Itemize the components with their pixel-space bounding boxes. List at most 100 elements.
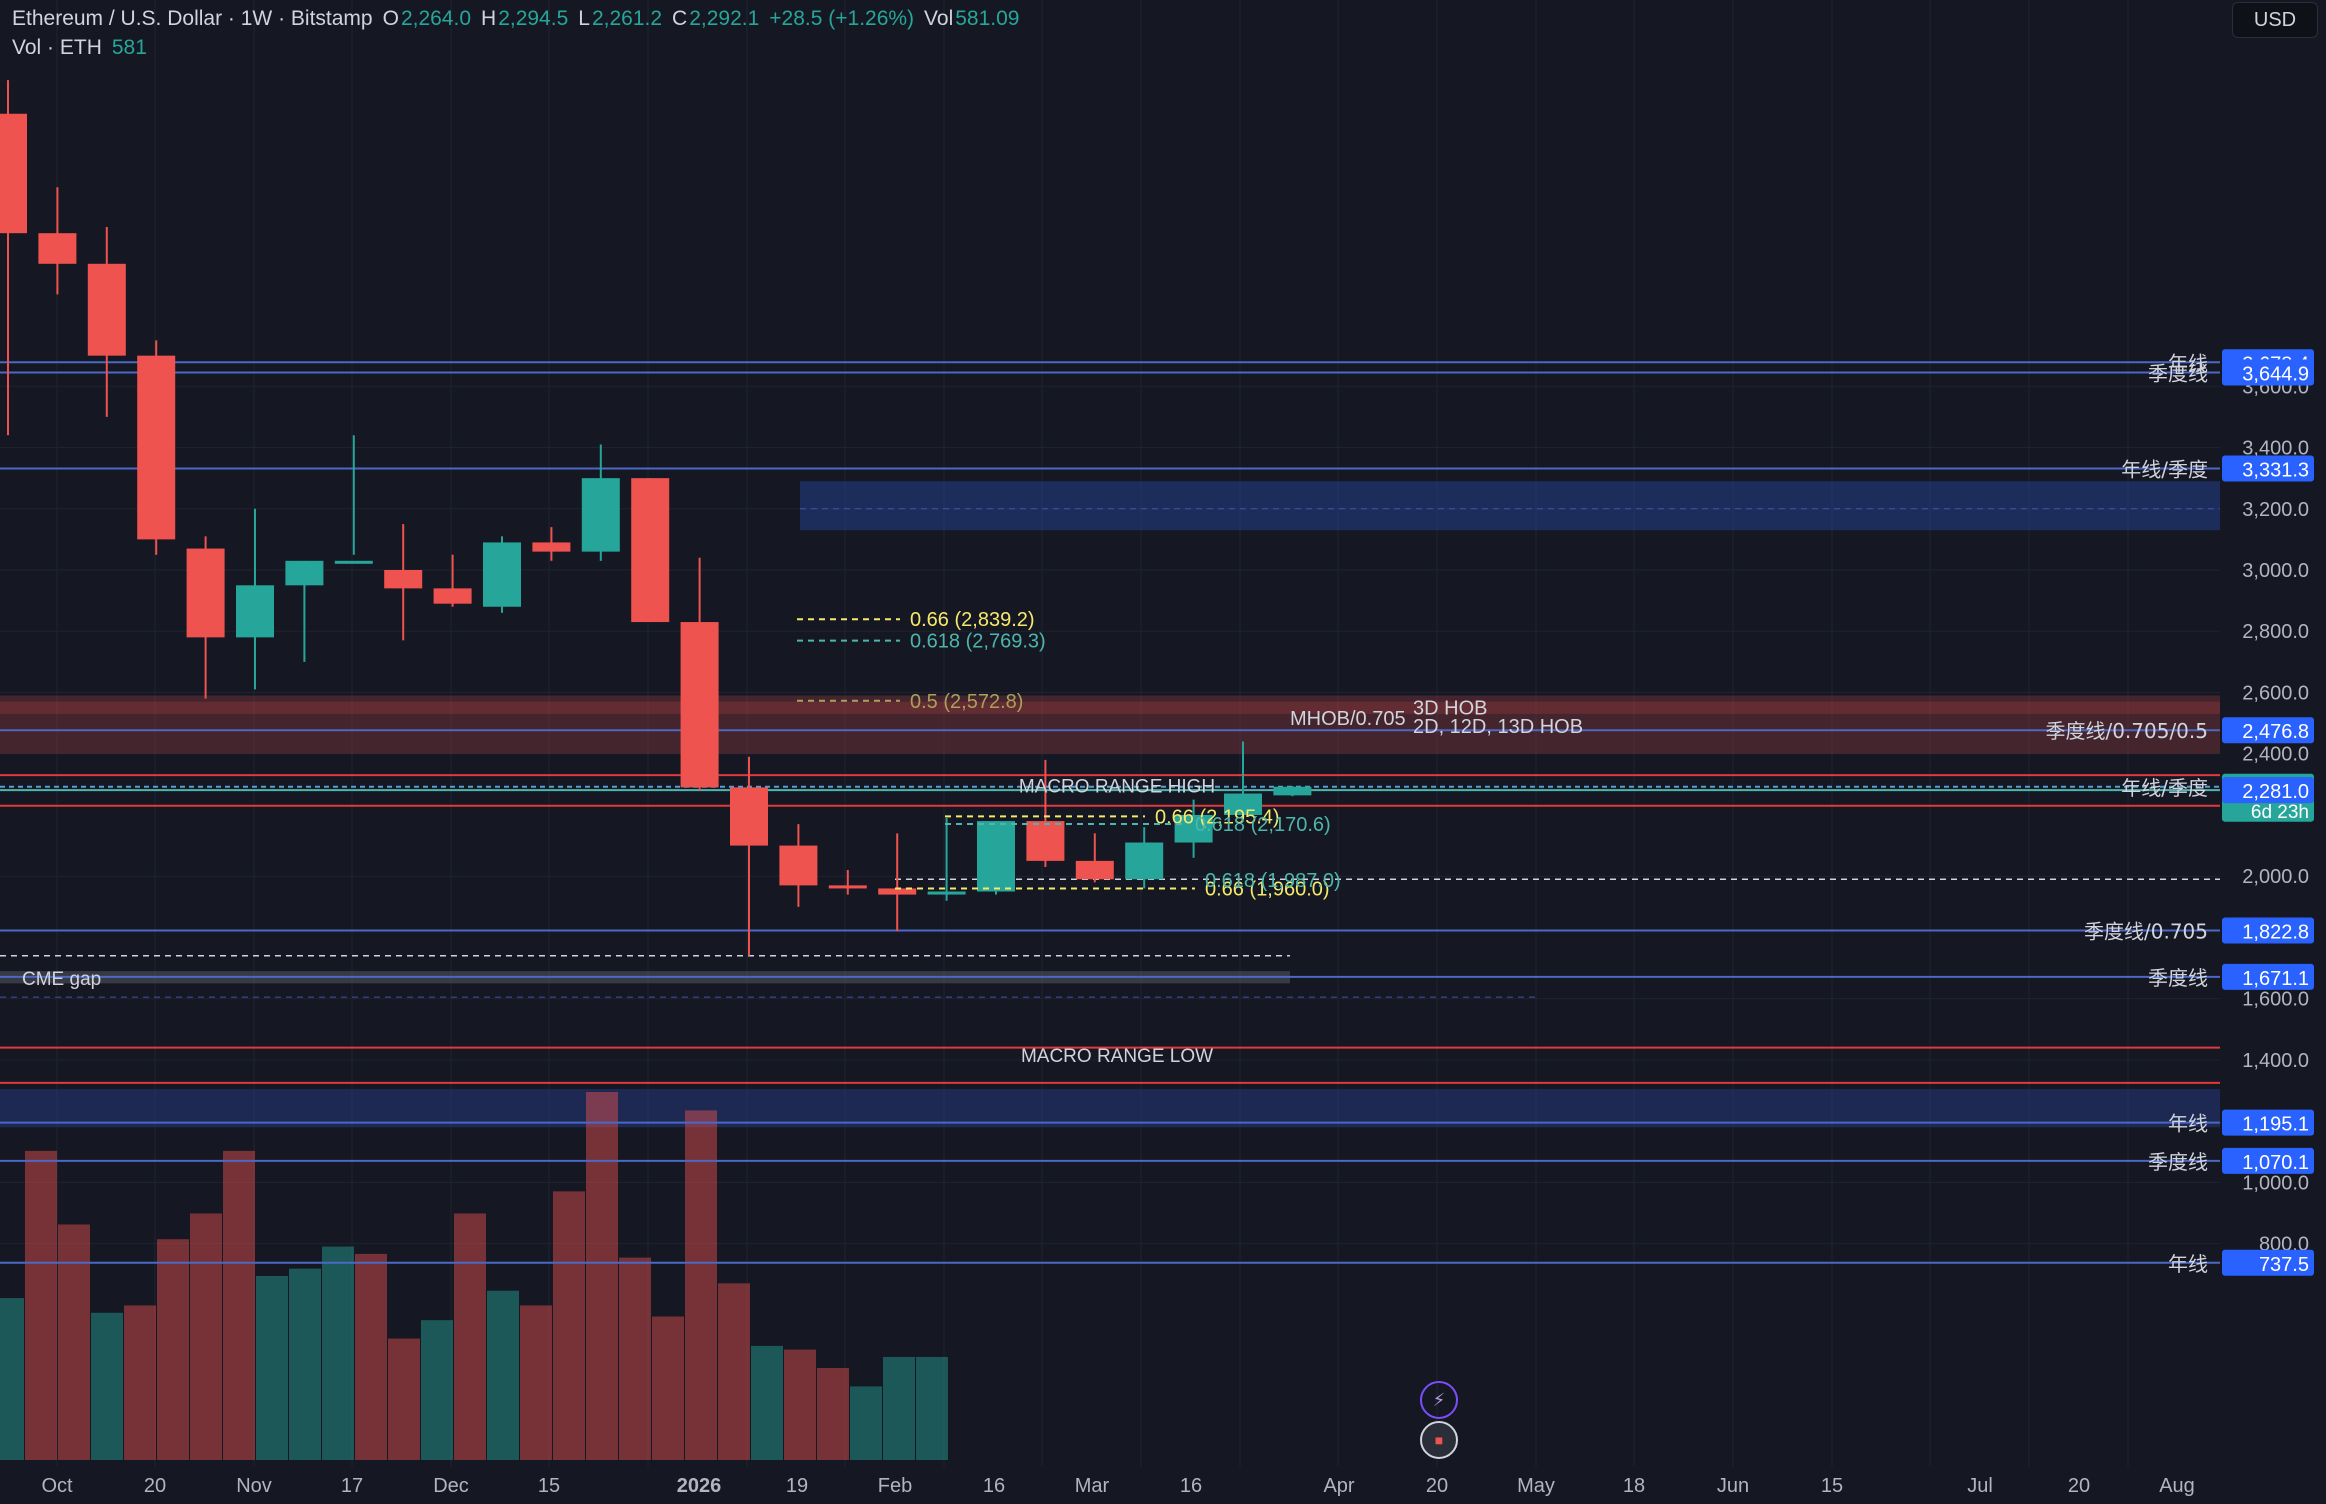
time-label-7: 19	[786, 1475, 808, 1497]
level-label-9: 季度线	[2148, 1150, 2208, 1174]
fib-066-b-label: 0.66 (2,195.4)	[1155, 806, 1280, 828]
chart-legend: Ethereum / U.S. Dollar · 1W · Bitstamp O…	[12, 4, 1019, 62]
time-label-20: Aug	[2159, 1475, 2195, 1497]
price-tag-bg-7	[2222, 963, 2314, 990]
volume-bar-19	[619, 1257, 651, 1460]
time-label-11: 16	[1180, 1475, 1202, 1497]
level-label-1: 季度线	[2148, 362, 2208, 386]
price-tag-bg-10	[2222, 1249, 2314, 1276]
cme-gap-label: CME gap	[22, 969, 101, 990]
time-label-18: Jul	[1967, 1475, 1993, 1497]
candle-body-5	[236, 585, 274, 638]
volume-bar-24	[784, 1349, 816, 1460]
time-label-16: Jun	[1717, 1475, 1749, 1497]
fib-05-a-label: 0.5 (2,572.8)	[910, 691, 1023, 713]
level-label-0: 年线	[2168, 351, 2208, 375]
level-label-3: 季度线/0.705/0.5	[2045, 719, 2208, 743]
lightning-icon[interactable]: ⚡	[1420, 1381, 1458, 1419]
candle-body-23	[1125, 842, 1164, 880]
time-label-1: 20	[144, 1475, 166, 1497]
low-value: 2,261.2	[591, 7, 663, 30]
price-tag-7: 1,671.1	[2242, 968, 2309, 990]
candles-layer	[0, 80, 1312, 956]
candle-body-19	[927, 891, 966, 895]
level-label-2: 年线/季度	[2121, 458, 2208, 482]
hob2d-label: 2D, 12D, 13D HOB	[1413, 716, 1583, 738]
candle-body-26	[1273, 786, 1312, 796]
price-tick-4: 2,800.0	[2242, 621, 2309, 643]
currency-button[interactable]: USD	[2232, 2, 2318, 38]
price-tag-1: 3,644.9	[2242, 364, 2309, 386]
price-tag-2: 3,331.3	[2242, 460, 2309, 482]
volume-title[interactable]: Vol · ETH	[12, 36, 102, 59]
volume-bar-13	[421, 1320, 453, 1460]
price-tick-2: 3,200.0	[2242, 499, 2309, 521]
volume-bar-12	[388, 1338, 420, 1460]
volume-value: 581	[111, 36, 147, 59]
time-label-9: 16	[983, 1475, 1005, 1497]
candle-body-17	[828, 885, 867, 889]
time-label-14: May	[1517, 1475, 1555, 1497]
candle-body-22	[1075, 860, 1114, 880]
time-label-0: Oct	[41, 1475, 73, 1497]
volume-bar-28	[916, 1356, 948, 1460]
time-label-12: Apr	[1323, 1475, 1354, 1497]
price-tag-3: 2,476.8	[2242, 721, 2309, 743]
volume-bar-20	[652, 1316, 684, 1460]
candle-body-16	[779, 845, 818, 886]
time-label-6: 2026	[677, 1475, 722, 1497]
volume-bar-11	[355, 1253, 387, 1460]
candle-body-21	[1026, 821, 1065, 861]
hob-zone-inner	[0, 701, 2220, 714]
price-tag-bg-6	[2222, 917, 2314, 944]
price-tag-bg-2	[2222, 455, 2314, 482]
price-tick-3: 3,000.0	[2242, 560, 2309, 582]
open-label: O	[382, 7, 399, 30]
volume-bar-4	[124, 1305, 156, 1460]
fib-0618-b-label: 0.618 (2,170.6)	[1195, 814, 1331, 836]
candle-body-1	[38, 233, 77, 264]
volume-bar-6	[190, 1213, 222, 1460]
volume-bars	[0, 1092, 948, 1460]
ohlc-row: Ethereum / U.S. Dollar · 1W · Bitstamp O…	[12, 4, 1019, 33]
flag-icon[interactable]: ■	[1420, 1421, 1458, 1459]
candle-body-3	[137, 355, 176, 540]
symbol-title[interactable]: Ethereum / U.S. Dollar · 1W · Bitstamp	[12, 7, 373, 30]
volume-bar-7	[223, 1150, 255, 1460]
candle-body-25	[1224, 793, 1262, 815]
level-label-4: 年线/季度	[2121, 776, 2208, 800]
price-tag-bg-1	[2222, 359, 2314, 386]
vol-label: Vol	[924, 7, 954, 30]
mhob-label: MHOB/0.705	[1290, 708, 1406, 730]
candle-body-13	[631, 478, 670, 623]
level-label-7: 季度线	[2148, 966, 2208, 990]
price-tag-bg-9	[2222, 1147, 2314, 1174]
time-label-15: 18	[1623, 1475, 1645, 1497]
time-label-4: Dec	[433, 1475, 469, 1497]
vol-value: 581.09	[955, 7, 1020, 30]
level-label-8: 年线	[2168, 1112, 2208, 1136]
fib-0618-a-label: 0.618 (2,769.3)	[910, 631, 1046, 653]
price-tag-8: 1,195.1	[2242, 1114, 2309, 1136]
volume-bar-17	[553, 1191, 585, 1460]
fib-066-a-label: 0.66 (2,839.2)	[910, 609, 1035, 631]
price-tag-bg-3	[2222, 717, 2314, 744]
candle-body-20	[977, 821, 1015, 892]
fib-0618-c-label: 0.618 (1,987.0)	[1205, 870, 1341, 892]
price-tag-bg-5	[2222, 777, 2314, 804]
candle-body-24	[1174, 814, 1213, 843]
change-value: +28.5 (+1.26%)	[769, 7, 915, 30]
candle-body-4	[186, 548, 225, 638]
price-tick-6: 2,400.0	[2242, 744, 2309, 766]
volume-bar-22	[718, 1283, 750, 1460]
candle-body-10	[483, 542, 521, 607]
time-label-8: Feb	[878, 1475, 912, 1497]
macro-low-label: MACRO RANGE LOW	[1021, 1046, 1213, 1067]
candle-body-8	[384, 570, 423, 589]
candle-body-9	[433, 588, 472, 604]
close-label: C	[672, 7, 688, 30]
time-label-10: Mar	[1075, 1475, 1110, 1497]
level-label-10: 年线	[2168, 1252, 2208, 1276]
candle-body-15	[730, 787, 768, 846]
